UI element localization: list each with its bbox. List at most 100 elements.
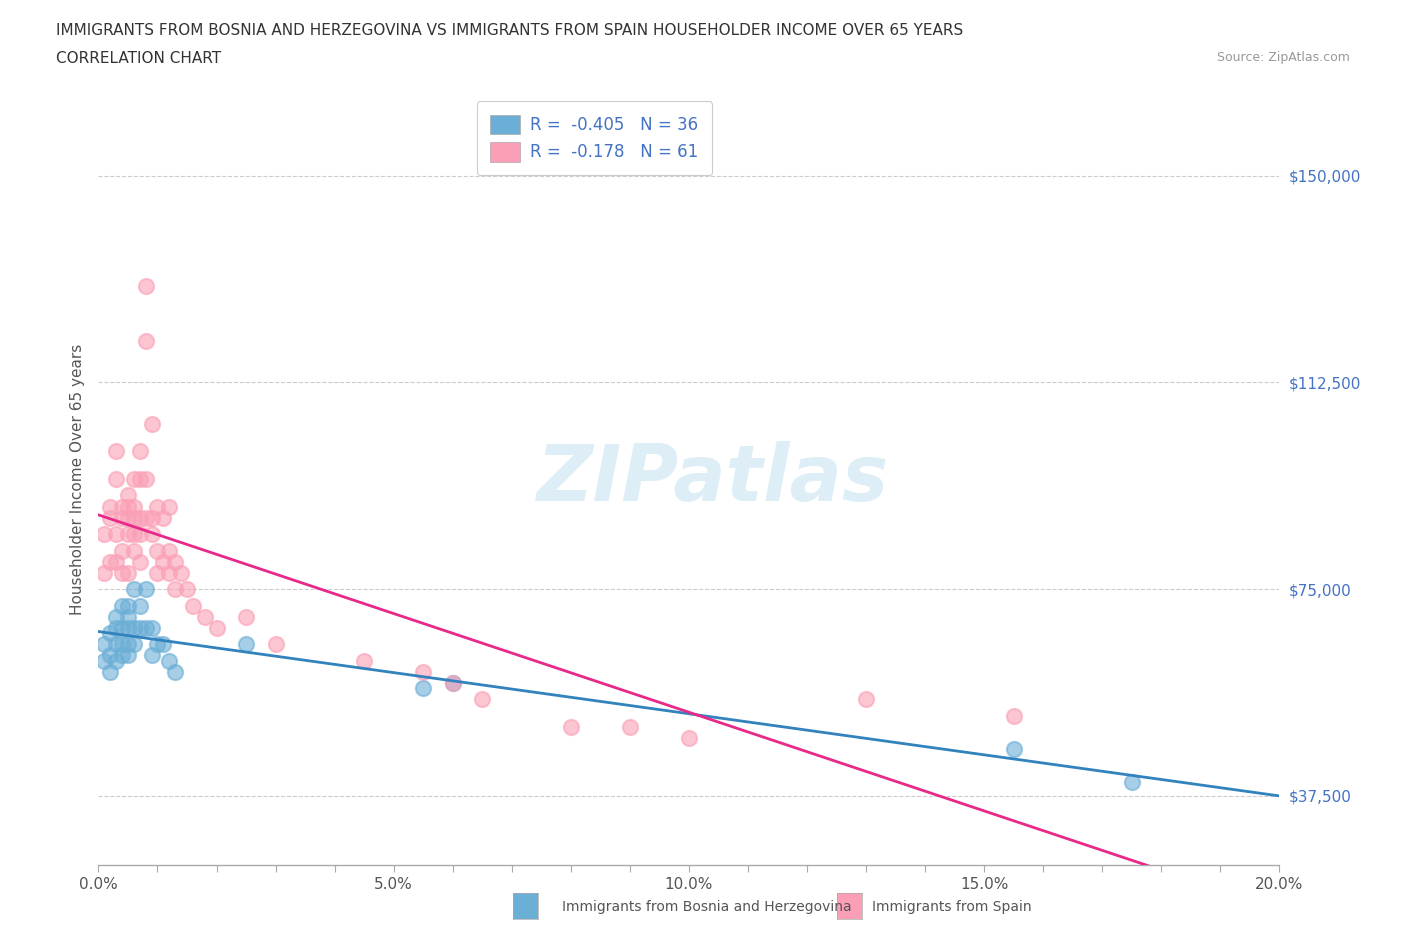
Point [146,499,169,514]
Point [141,417,163,432]
Point [111,543,134,558]
Point [1002,709,1025,724]
Point [128,554,150,569]
Point [128,620,150,635]
Point [128,444,150,458]
Text: IMMIGRANTS FROM BOSNIA AND HERZEGOVINA VS IMMIGRANTS FROM SPAIN HOUSEHOLDER INCO: IMMIGRANTS FROM BOSNIA AND HERZEGOVINA V… [56,23,963,38]
Point [152,510,174,525]
Point [98,554,121,569]
Point [122,499,145,514]
Point [93,565,115,580]
Point [117,648,139,663]
Point [105,444,128,458]
Point [122,472,145,486]
Point [146,637,169,652]
Point [117,637,139,652]
Point [135,472,157,486]
Point [157,565,180,580]
Point [117,488,139,503]
Point [93,526,115,541]
Point [157,654,180,669]
Point [560,720,582,735]
Point [117,565,139,580]
Point [235,637,257,652]
Point [157,499,180,514]
Point [122,543,145,558]
Point [105,526,128,541]
Text: Immigrants from Bosnia and Herzegovina: Immigrants from Bosnia and Herzegovina [562,899,852,914]
Point [111,637,134,652]
Point [117,499,139,514]
Point [412,665,434,680]
Point [152,554,174,569]
Point [152,637,174,652]
Point [135,582,157,597]
Point [678,731,700,746]
Point [122,637,145,652]
Point [111,620,134,635]
Y-axis label: Householder Income Over 65 years: Householder Income Over 65 years [69,343,84,615]
Point [353,654,375,669]
Point [98,626,121,641]
Point [128,598,150,613]
Point [141,620,163,635]
Point [105,609,128,624]
Point [135,334,157,349]
Point [141,648,163,663]
Point [105,620,128,635]
Point [135,279,157,294]
Point [135,620,157,635]
Point [111,648,134,663]
Point [855,692,877,707]
Point [105,554,128,569]
Point [98,665,121,680]
Point [165,665,187,680]
Point [117,510,139,525]
Point [117,609,139,624]
Point [128,472,150,486]
Point [122,510,145,525]
Point [471,692,494,707]
Point [117,526,139,541]
Point [93,654,115,669]
Point [111,598,134,613]
Point [98,499,121,514]
Point [98,648,121,663]
Point [205,620,228,635]
Text: Source: ZipAtlas.com: Source: ZipAtlas.com [1216,51,1350,64]
Point [157,543,180,558]
Point [111,510,134,525]
Point [122,582,145,597]
Point [264,637,287,652]
Text: CORRELATION CHART: CORRELATION CHART [56,51,221,66]
Point [165,554,187,569]
Point [441,675,464,690]
Point [170,565,193,580]
Point [1002,742,1025,757]
Point [176,582,198,597]
Point [105,472,128,486]
Point [181,598,204,613]
Point [111,565,134,580]
Point [122,526,145,541]
Point [117,620,139,635]
Point [165,582,187,597]
Point [141,526,163,541]
Text: ZIPatlas: ZIPatlas [537,441,889,517]
Point [146,565,169,580]
Point [128,526,150,541]
Point [1121,775,1143,790]
Point [619,720,641,735]
Point [141,510,163,525]
Point [412,681,434,696]
Point [235,609,257,624]
Point [146,543,169,558]
Point [135,510,157,525]
Point [98,510,121,525]
Point [105,637,128,652]
Point [105,654,128,669]
Point [122,620,145,635]
Point [93,637,115,652]
Point [111,499,134,514]
Point [128,510,150,525]
